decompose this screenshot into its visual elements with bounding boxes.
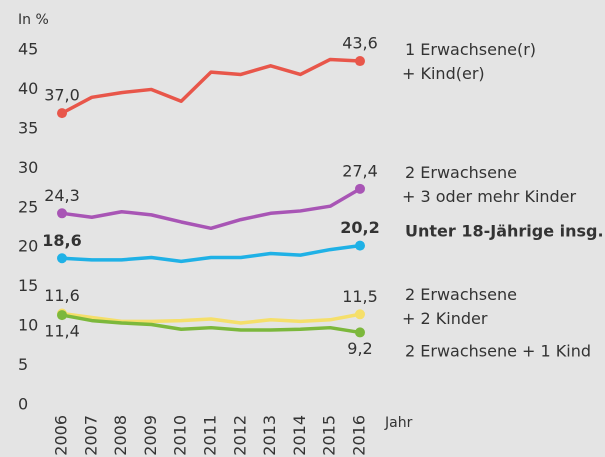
legend-entry: 2 Erwachsene + 2 Kinder <box>402 285 517 328</box>
y-tick-label: 30 <box>18 158 38 177</box>
x-tick-label: 2006 <box>52 415 71 456</box>
end-point <box>57 253 67 264</box>
x-axis-label: Jahr <box>384 415 413 431</box>
y-tick-label: 5 <box>18 355 28 374</box>
series-line <box>61 313 361 335</box>
series-line <box>61 311 361 325</box>
data-label: 18,6 <box>42 231 81 250</box>
y-tick-label: 10 <box>18 316 38 335</box>
y-tick-label: 45 <box>18 40 38 59</box>
end-point <box>355 309 365 320</box>
end-point <box>355 327 365 338</box>
x-tick-label: 2009 <box>141 415 160 456</box>
x-tick-label: 2014 <box>290 415 309 456</box>
legend-entry: Unter 18-Jährige insg. <box>405 222 604 241</box>
end-point <box>355 240 365 251</box>
data-label: 37,0 <box>44 86 80 105</box>
series-line <box>61 243 361 264</box>
data-label: 11,4 <box>44 322 80 341</box>
data-label: 24,3 <box>44 186 80 205</box>
end-point <box>355 183 365 194</box>
y-axis-label: In % <box>18 12 49 28</box>
end-point <box>355 56 365 67</box>
data-label: 9,2 <box>347 339 372 358</box>
end-point <box>57 310 67 321</box>
data-label: 11,6 <box>44 286 80 305</box>
y-tick-label: 25 <box>18 197 38 216</box>
legend-entry: 2 Erwachsene + 3 oder mehr Kinder <box>402 163 577 206</box>
x-tick-label: 2013 <box>260 415 279 456</box>
end-point <box>57 208 67 219</box>
series-line <box>61 57 361 115</box>
data-label: 11,5 <box>342 287 378 306</box>
x-tick-label: 2012 <box>230 415 249 456</box>
data-label: 20,2 <box>340 218 379 237</box>
y-tick-label: 35 <box>18 118 38 137</box>
end-point <box>57 108 67 119</box>
series-line <box>61 187 361 231</box>
y-tick-label: 15 <box>18 276 38 295</box>
y-tick-label: 40 <box>18 79 38 98</box>
x-tick-label: 2008 <box>111 415 130 456</box>
x-tick-label: 2010 <box>171 415 190 456</box>
legend-entry: 1 Erwachsene(r) + Kind(er) <box>402 40 536 83</box>
y-tick-label: 0 <box>18 395 28 414</box>
x-tick-label: 2015 <box>320 415 339 456</box>
y-tick-label: 20 <box>18 237 38 256</box>
x-tick-label: 2016 <box>350 415 369 456</box>
x-tick-label: 2007 <box>81 415 100 456</box>
data-label: 27,4 <box>342 161 378 180</box>
x-tick-label: 2011 <box>201 415 220 456</box>
legend-entry: 2 Erwachsene + 1 Kind <box>405 342 591 361</box>
data-label: 43,6 <box>342 34 378 53</box>
